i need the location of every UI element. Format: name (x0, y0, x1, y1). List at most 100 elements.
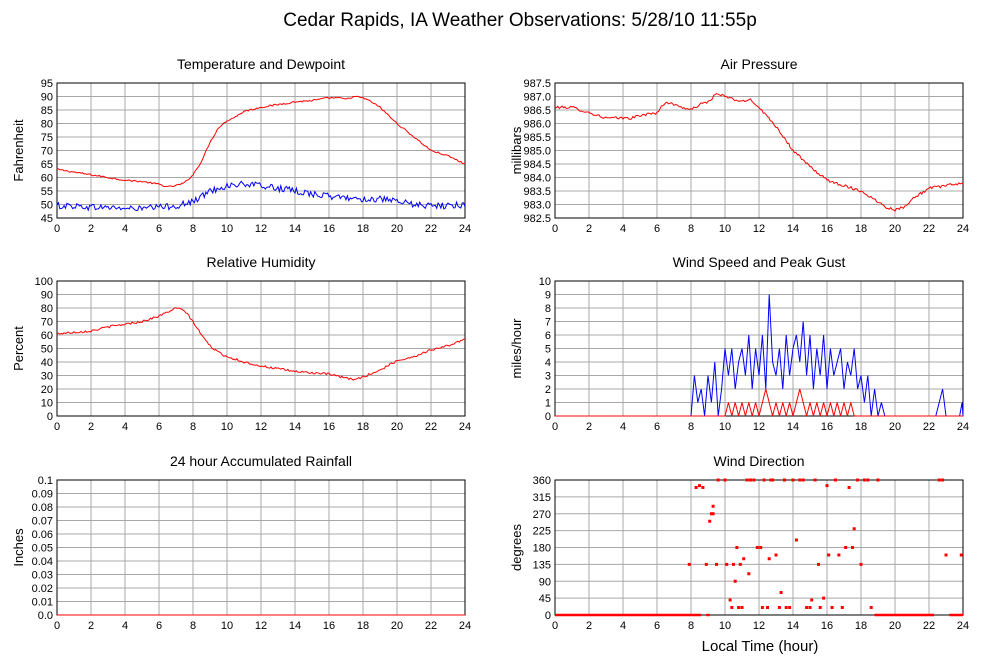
data-point (788, 606, 792, 609)
y-axis-label: Fahrenheit (11, 119, 26, 182)
x-tick-label: 16 (323, 620, 335, 632)
x-tick-label: 2 (88, 421, 94, 433)
y-tick-label: 225 (533, 526, 551, 538)
y-tick-label: 180 (533, 543, 551, 555)
x-tick-label: 20 (391, 223, 403, 235)
y-tick-label: 987.0 (523, 92, 551, 104)
y-tick-label: 0 (545, 411, 551, 423)
plot-frame (56, 82, 466, 219)
series-line (56, 307, 466, 381)
x-tick-label: 16 (821, 620, 833, 632)
x-tick-label: 4 (122, 223, 128, 235)
data-point (732, 562, 735, 566)
x-tick-label: 4 (620, 620, 626, 632)
x-tick-label: 8 (190, 421, 196, 433)
x-tick-label: 22 (425, 223, 437, 235)
data-point (783, 478, 786, 482)
plot-frame (56, 280, 466, 417)
y-tick-label: 0.1 (38, 475, 53, 487)
data-point (844, 546, 848, 549)
x-tick-label: 6 (156, 620, 162, 632)
series-line (56, 95, 466, 188)
x-tick-label: 22 (923, 223, 935, 235)
x-tick-label: 10 (719, 421, 731, 433)
x-tick-label: 6 (156, 421, 162, 433)
y-tick-label: 85 (41, 105, 53, 117)
y-tick-label: 60 (41, 330, 53, 342)
y-tick-label: 75 (41, 132, 53, 144)
x-tick-label: 24 (957, 223, 969, 235)
x-tick-label: 0 (54, 421, 60, 433)
x-tick-label: 12 (753, 620, 765, 632)
data-point (733, 579, 737, 583)
y-tick-label: 315 (533, 492, 551, 504)
data-point (704, 562, 708, 566)
x-tick-label: 20 (889, 421, 901, 433)
x-tick-label: 24 (957, 421, 969, 433)
data-point (866, 478, 870, 482)
x-tick-label: 22 (425, 620, 437, 632)
data-point (759, 546, 763, 549)
data-point (728, 598, 732, 602)
chart-title: Relative Humidity (207, 254, 316, 270)
y-tick-label: 95 (41, 78, 53, 90)
data-point (834, 478, 837, 482)
x-tick-label: 2 (586, 223, 592, 235)
y-tick-label: 987.5 (523, 78, 551, 90)
y-tick-label: 0.05 (32, 543, 53, 555)
y-tick-label: 55 (41, 186, 53, 198)
data-point (725, 562, 729, 566)
data-point (937, 478, 941, 482)
y-tick-label: 50 (41, 344, 53, 356)
data-point (771, 478, 775, 482)
y-tick-label: 6 (545, 330, 551, 342)
x-tick-label: 16 (323, 421, 335, 433)
x-tick-label: 6 (654, 421, 660, 433)
x-tick-label: 24 (459, 620, 471, 632)
data-point (941, 478, 945, 482)
x-tick-label: 20 (889, 620, 901, 632)
data-point (749, 478, 752, 482)
data-point (794, 538, 798, 542)
x-tick-label: 20 (391, 421, 403, 433)
y-tick-label: 60 (41, 173, 53, 185)
y-tick-label: 985.5 (523, 132, 551, 144)
y-tick-label: 90 (41, 290, 53, 302)
page-title: Cedar Rapids, IA Weather Observations: 5… (283, 10, 757, 31)
x-tick-label: 8 (688, 223, 694, 235)
data-point (715, 562, 718, 566)
chart-title: Wind Speed and Peak Gust (673, 254, 846, 270)
data-point (777, 606, 781, 609)
x-tick-label: 14 (787, 620, 799, 632)
x-tick-label: 2 (88, 620, 94, 632)
x-tick-label: 12 (753, 223, 765, 235)
data-point (779, 591, 783, 594)
x-tick-label: 14 (289, 620, 301, 632)
x-tick-label: 4 (620, 421, 626, 433)
data-point (730, 606, 734, 609)
data-point (766, 606, 769, 609)
y-tick-label: 986.5 (523, 105, 551, 117)
x-tick-label: 18 (855, 223, 867, 235)
y-tick-label: 983.0 (523, 200, 551, 212)
data-point (944, 553, 948, 557)
x-tick-label: 16 (821, 421, 833, 433)
plot-frame (554, 82, 964, 219)
y-axis-label: Inches (11, 528, 26, 567)
y-tick-label: 20 (41, 384, 53, 396)
y-tick-label: 70 (41, 146, 53, 158)
time-axis-label: Local Time (hour) (702, 638, 819, 655)
x-tick-label: 12 (255, 223, 267, 235)
data-point (822, 596, 826, 600)
y-tick-label: 986.0 (523, 119, 551, 131)
x-tick-label: 8 (190, 223, 196, 235)
plot-frame (554, 479, 964, 616)
data-point (701, 486, 705, 489)
y-tick-label: 80 (41, 303, 53, 315)
